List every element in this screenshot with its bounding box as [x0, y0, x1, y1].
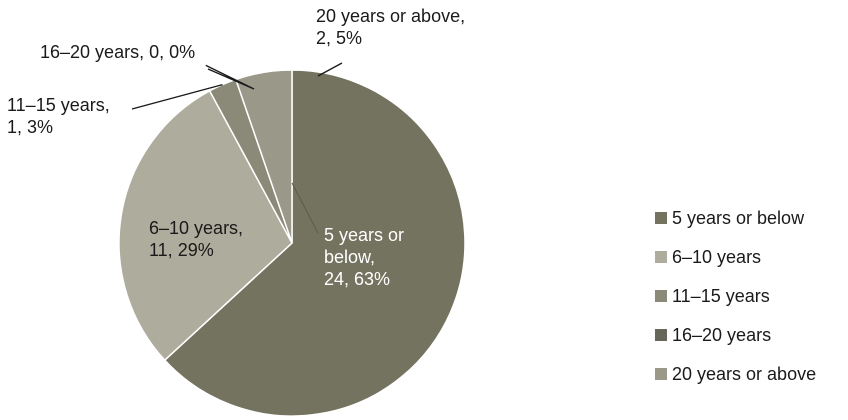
data-label-5-years-or-below: 5 years or below, 24, 63% — [324, 225, 404, 289]
legend-label-11-15-years: 11–15 years — [672, 286, 770, 306]
legend-label-5-years-or-below: 5 years or below — [672, 208, 805, 228]
leader-line-5-years-or-below — [291, 182, 319, 234]
legend-swatch-16-20-years — [655, 329, 667, 341]
data-label-6-10-years: 6–10 years, 11, 29% — [149, 218, 243, 260]
legend-swatch-5-years-or-below — [655, 212, 667, 224]
data-label-11-15-years: 11–15 years, 1, 3% — [7, 95, 110, 137]
leader-line-11-15-years — [131, 83, 223, 110]
legend: 5 years or below 6–10 years 11–15 years 16–… — [655, 208, 816, 384]
leader-line-20-years-or-above — [317, 62, 343, 77]
legend-swatch-6-10-years — [655, 251, 667, 263]
legend-label-6-10-years: 6–10 years — [672, 247, 761, 267]
legend-swatch-20-years-or-above — [655, 368, 667, 380]
pie-slice-20-years-or-above — [234, 69, 293, 244]
data-label-20-years-or-above: 20 years or above, 2, 5% — [316, 6, 465, 48]
pie-slice-6-10-years — [118, 89, 293, 362]
legend-label-20-years-or-above: 20 years or above — [672, 364, 816, 384]
legend-swatch-11-15-years — [655, 290, 667, 302]
pie-slices — [118, 69, 466, 417]
pie-slice-5-years-or-below — [163, 69, 466, 417]
leader-line-16-20-years — [205, 64, 255, 90]
data-labels: 5 years or below, 24, 63% 6–10 years, 11, 29… — [7, 6, 465, 289]
legend-label-16-20-years: 16–20 years — [672, 325, 771, 345]
leader-lines — [131, 62, 343, 234]
data-label-16-20-years: 16–20 years, 0, 0% — [40, 42, 195, 62]
